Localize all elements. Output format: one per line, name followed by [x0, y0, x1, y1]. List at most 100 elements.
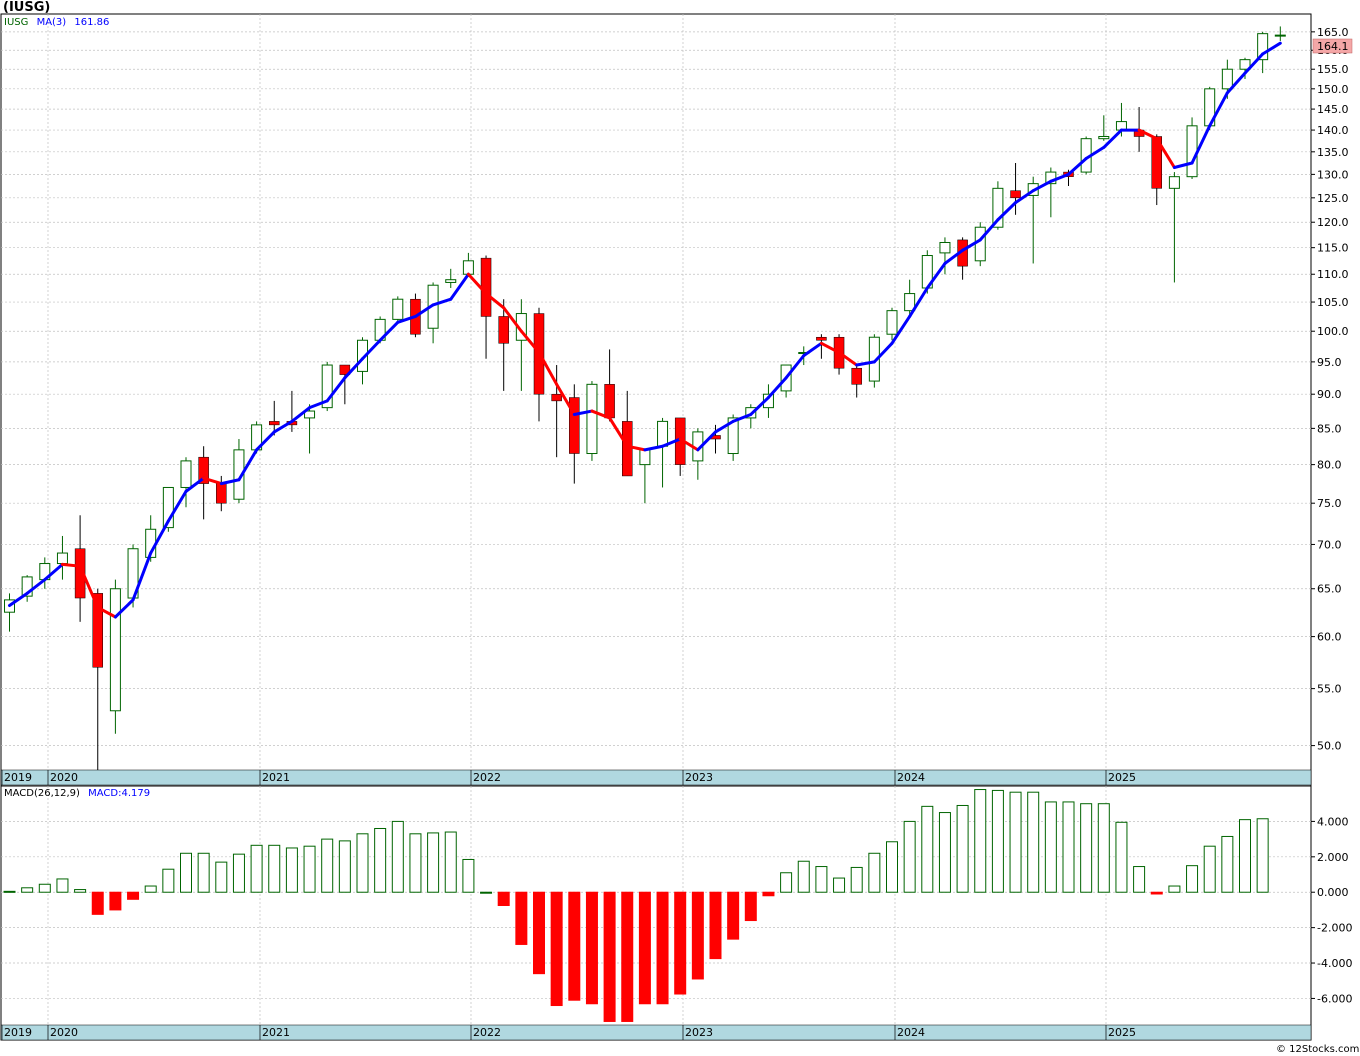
ma-segment	[1102, 128, 1123, 149]
macd-bar	[1097, 803, 1110, 893]
macd-bar	[709, 891, 722, 960]
ma-segment	[537, 351, 559, 386]
candle-body	[392, 298, 404, 320]
ma-segment	[714, 419, 735, 434]
ma-segment	[1155, 137, 1176, 170]
ma-segment	[219, 478, 241, 486]
candle-body	[357, 339, 368, 372]
price-tick-label: 140.0	[1317, 124, 1349, 137]
candle	[569, 384, 580, 484]
candle-body	[56, 552, 68, 565]
macd-bar	[1239, 819, 1251, 893]
candle-body	[886, 310, 898, 335]
macd-bar	[480, 891, 493, 894]
ma-segment	[908, 286, 929, 318]
candle	[1010, 162, 1021, 215]
macd-bar	[674, 891, 687, 995]
ma-segment	[1049, 172, 1070, 183]
ma-segment	[1243, 52, 1265, 75]
year-label: 2019	[4, 1026, 32, 1039]
macd-bar	[285, 847, 298, 893]
ma-segment	[184, 476, 206, 493]
candle-body	[586, 383, 598, 455]
macd-bar	[938, 812, 951, 893]
price-y-axis: 165.0160.0155.0150.0145.0140.0135.0130.0…	[1311, 26, 1349, 753]
ma-segment	[819, 341, 841, 355]
macd-bar	[38, 883, 51, 893]
macd-bar	[232, 853, 245, 893]
ma-segment	[166, 489, 188, 523]
candle-body	[321, 364, 333, 409]
macd-bar	[391, 820, 404, 893]
macd-bar	[903, 820, 916, 893]
candle	[304, 404, 316, 454]
macd-bar	[162, 868, 175, 893]
macd-bar	[974, 789, 987, 893]
candle-body	[1010, 190, 1021, 199]
price-tick-label: 155.0	[1317, 63, 1349, 76]
macd-bar	[833, 877, 846, 893]
ma-segment	[502, 306, 523, 333]
price-tick-label: 90.0	[1317, 388, 1342, 401]
ma-segment	[8, 591, 29, 608]
ma-segment	[290, 406, 312, 423]
candle-body	[569, 397, 580, 454]
macd-bar	[109, 891, 122, 911]
macd-bar	[515, 891, 528, 945]
price-tick-label: 150.0	[1317, 83, 1349, 96]
price-legend: IUSG MA(3) 161.86	[4, 17, 109, 28]
candle-body	[180, 460, 192, 488]
last-price-label: 164.1	[1317, 40, 1349, 53]
candle-body	[992, 187, 1004, 228]
candle	[816, 334, 827, 359]
candle-body	[604, 384, 615, 419]
macd-bar	[91, 891, 104, 915]
ma-segment	[749, 396, 770, 416]
candle-body	[498, 316, 509, 344]
ma-segment	[272, 419, 294, 434]
macd-bar	[1009, 791, 1022, 893]
year-label: 2020	[50, 771, 78, 784]
candle-body	[868, 336, 880, 382]
ma-segment	[43, 562, 64, 582]
ma-segment	[643, 444, 665, 452]
ma-segment	[1067, 156, 1088, 176]
candle	[904, 279, 916, 317]
macd-bar	[727, 891, 740, 940]
macd-legend: MACD(26,12,9) MACD:4.179	[4, 788, 150, 799]
macd-bar	[427, 832, 440, 893]
price-tick-label: 60.0	[1317, 631, 1342, 644]
candle	[1239, 57, 1251, 79]
year-label: 2025	[1108, 1026, 1136, 1039]
ma-segment	[413, 303, 435, 318]
price-tick-label: 50.0	[1317, 740, 1342, 753]
macd-bar	[1150, 891, 1163, 895]
candle-body	[851, 367, 862, 385]
price-tick-label: 65.0	[1317, 583, 1342, 596]
last-price-badge	[1312, 38, 1353, 54]
price-tick-label: 55.0	[1317, 683, 1342, 696]
ma-segment	[96, 605, 117, 619]
macd-tick-label: -6.000	[1317, 992, 1352, 1005]
ma-segment	[784, 354, 806, 380]
ma-segment	[519, 329, 541, 355]
ma-segment	[608, 416, 629, 448]
price-tick-label: 110.0	[1317, 268, 1349, 281]
candle-body	[939, 241, 951, 254]
macd-bar	[74, 889, 87, 893]
ma-segment	[1225, 71, 1247, 95]
macd-bar	[1221, 835, 1234, 893]
candle-body	[657, 420, 669, 447]
ma-segment	[60, 562, 82, 568]
candle-body	[462, 260, 474, 275]
macd-tick-label: -4.000	[1317, 957, 1352, 970]
candle-body	[1168, 176, 1180, 189]
candle-body	[216, 483, 227, 504]
macd-bar	[356, 833, 369, 893]
macd-bar	[780, 872, 793, 893]
macd-bar	[303, 845, 316, 893]
price-tick-label: 125.0	[1317, 192, 1349, 205]
macd-bar	[409, 833, 422, 893]
macd-bar	[533, 891, 545, 975]
